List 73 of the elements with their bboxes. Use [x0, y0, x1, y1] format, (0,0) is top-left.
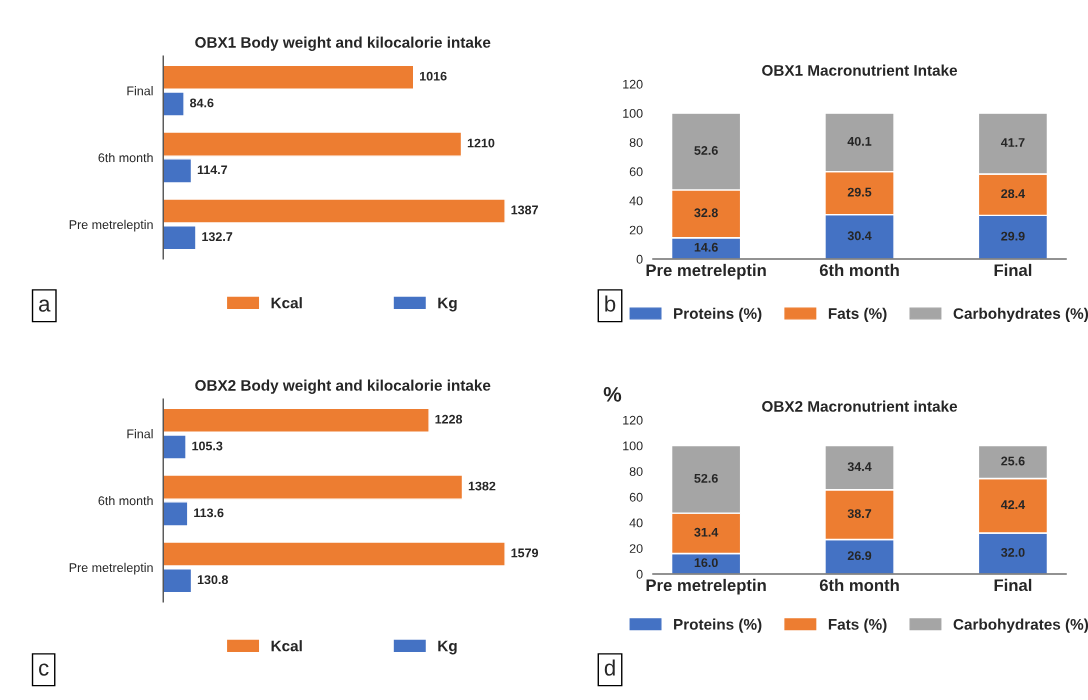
- legend-label: Kg: [438, 297, 457, 312]
- legend-label: Fats (%): [828, 618, 887, 633]
- data-label: 1210: [467, 138, 495, 148]
- y-tick-label: 0: [636, 569, 643, 579]
- data-label: 113.6: [194, 508, 224, 518]
- data-label: 41.7: [1000, 138, 1025, 147]
- data-label: 1228: [435, 414, 463, 424]
- data-label: 52.6: [694, 146, 718, 155]
- chart-title: OBX2 Macronutrient intake: [762, 400, 958, 412]
- data-label: 84.6: [190, 98, 214, 108]
- legend-label: Kcal: [271, 297, 302, 309]
- data-label: 28.4: [1001, 189, 1026, 199]
- data-label: 40.1: [847, 136, 872, 146]
- y-tick-label: 60: [629, 492, 643, 502]
- legend-label: Carbohydrates (%): [953, 307, 1088, 322]
- text: a: [39, 299, 51, 312]
- x-tick-label: Final: [994, 578, 1032, 592]
- y-tick-label: 6th month: [98, 495, 153, 506]
- y-tick-label: 6th month: [98, 152, 153, 163]
- y-tick-label: 20: [629, 544, 643, 553]
- y-tick-label: 0: [636, 254, 643, 264]
- data-label: 29.9: [1001, 231, 1025, 241]
- data-label: 14.6: [694, 242, 718, 252]
- data-label: 16.0: [694, 558, 718, 568]
- chart-title: OBX1 Body weight and kilocalorie intake: [195, 36, 491, 51]
- legend-label: Kcal: [271, 640, 302, 652]
- data-label: 34.4: [847, 462, 872, 472]
- data-label: 32.8: [694, 208, 718, 218]
- legend-label: Proteins (%): [674, 618, 762, 633]
- data-label: 25.6: [1001, 456, 1025, 466]
- x-tick-label: Final: [994, 263, 1032, 277]
- data-label: 1016: [420, 71, 447, 81]
- y-tick-label: 80: [629, 138, 643, 147]
- data-label: 130.8: [197, 575, 228, 585]
- legend-label: Kg: [438, 640, 457, 655]
- data-label: 42.4: [1000, 500, 1026, 509]
- data-label: 105.3: [192, 441, 223, 451]
- y-axis-title: %: [603, 387, 622, 402]
- legend-label: Carbohydrates (%): [953, 618, 1088, 633]
- y-tick-label: 20: [629, 225, 643, 235]
- y-tick-label: Final: [127, 429, 153, 439]
- data-label: 52.6: [694, 473, 718, 483]
- y-tick-label: 120: [623, 79, 643, 89]
- data-label: 32.0: [1001, 547, 1025, 557]
- data-label: 114.7: [197, 165, 228, 175]
- y-tick-label: Pre metreleptin: [69, 219, 153, 232]
- x-tick-label: 6th month: [819, 263, 899, 277]
- y-tick-label: Pre metreleptin: [69, 562, 153, 575]
- data-label: 1382: [468, 481, 496, 491]
- chart-title: OBX2 Body weight and kilocalorie intake: [195, 379, 491, 394]
- legend-label: Fats (%): [828, 307, 887, 322]
- text: c: [39, 663, 49, 676]
- data-label: 132.7: [202, 232, 233, 242]
- x-tick-label: 6th month: [819, 578, 899, 592]
- y-tick-label: 100: [623, 108, 643, 118]
- data-label: 29.5: [847, 187, 872, 197]
- y-tick-label: 60: [629, 167, 643, 177]
- data-label: 26.9: [847, 551, 872, 561]
- data-label: 30.4: [847, 231, 872, 241]
- chart-title: OBX1 Macronutrient Intake: [762, 64, 958, 76]
- y-tick-label: 100: [623, 441, 643, 451]
- y-tick-label: 80: [629, 467, 643, 476]
- data-label: 31.4: [694, 527, 719, 537]
- data-label: 1579: [511, 548, 539, 558]
- data-label: 1387: [511, 205, 538, 215]
- text: d: [604, 659, 615, 676]
- y-tick-label: 40: [629, 518, 643, 528]
- y-tick-label: 40: [629, 196, 643, 206]
- legend-label: Proteins (%): [674, 307, 762, 322]
- text: b: [605, 295, 616, 312]
- data-label: 38.7: [847, 509, 872, 519]
- y-tick-label: Final: [127, 86, 153, 96]
- y-tick-label: 120: [623, 415, 643, 425]
